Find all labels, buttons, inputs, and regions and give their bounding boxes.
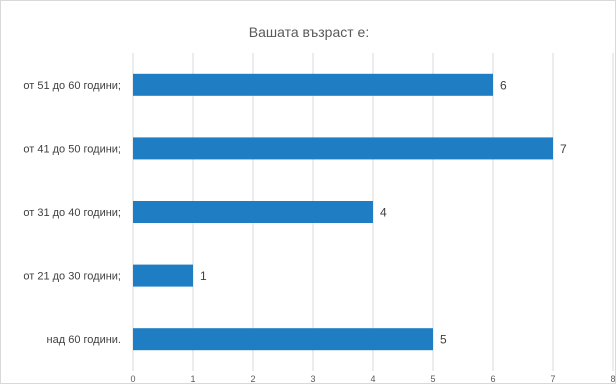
category-label-1: от 41 до 50 години;	[23, 143, 121, 155]
bars	[133, 73, 553, 351]
data-label-1: 7	[560, 142, 567, 156]
bar-3	[133, 264, 193, 287]
data-label-0: 6	[500, 78, 507, 92]
data-label-3: 1	[200, 269, 207, 283]
data-label-2: 4	[380, 206, 387, 220]
x-tick-label-1: 1	[190, 374, 195, 384]
x-tick-label-5: 5	[430, 374, 435, 384]
x-tick-label-8: 8	[610, 374, 615, 384]
x-tick-label-7: 7	[550, 374, 555, 384]
chart-title: Вашата възраст е:	[249, 24, 369, 40]
x-axis-tick-labels: 0 1 2 3 4 5 6 7 8	[130, 374, 615, 384]
x-tick-label-6: 6	[490, 374, 495, 384]
category-label-2: от 31 до 40 години;	[23, 207, 121, 219]
bar-2	[133, 201, 373, 223]
category-label-3: от 21 до 30 години;	[23, 271, 121, 283]
data-labels: 6 7 4 1 5	[200, 78, 567, 346]
category-label-4: над 60 години.	[47, 334, 121, 346]
x-tick-label-2: 2	[250, 374, 255, 384]
data-label-4: 5	[440, 333, 447, 347]
x-tick-label-0: 0	[130, 374, 135, 384]
category-labels: от 51 до 60 години; от 41 до 50 години; от…	[23, 80, 121, 346]
x-tick-label-4: 4	[370, 374, 375, 384]
bar-0	[133, 73, 493, 96]
category-label-0: от 51 до 60 години;	[23, 80, 121, 92]
bar-4	[133, 328, 433, 351]
bar-1	[133, 137, 553, 160]
x-tick-label-3: 3	[310, 374, 315, 384]
